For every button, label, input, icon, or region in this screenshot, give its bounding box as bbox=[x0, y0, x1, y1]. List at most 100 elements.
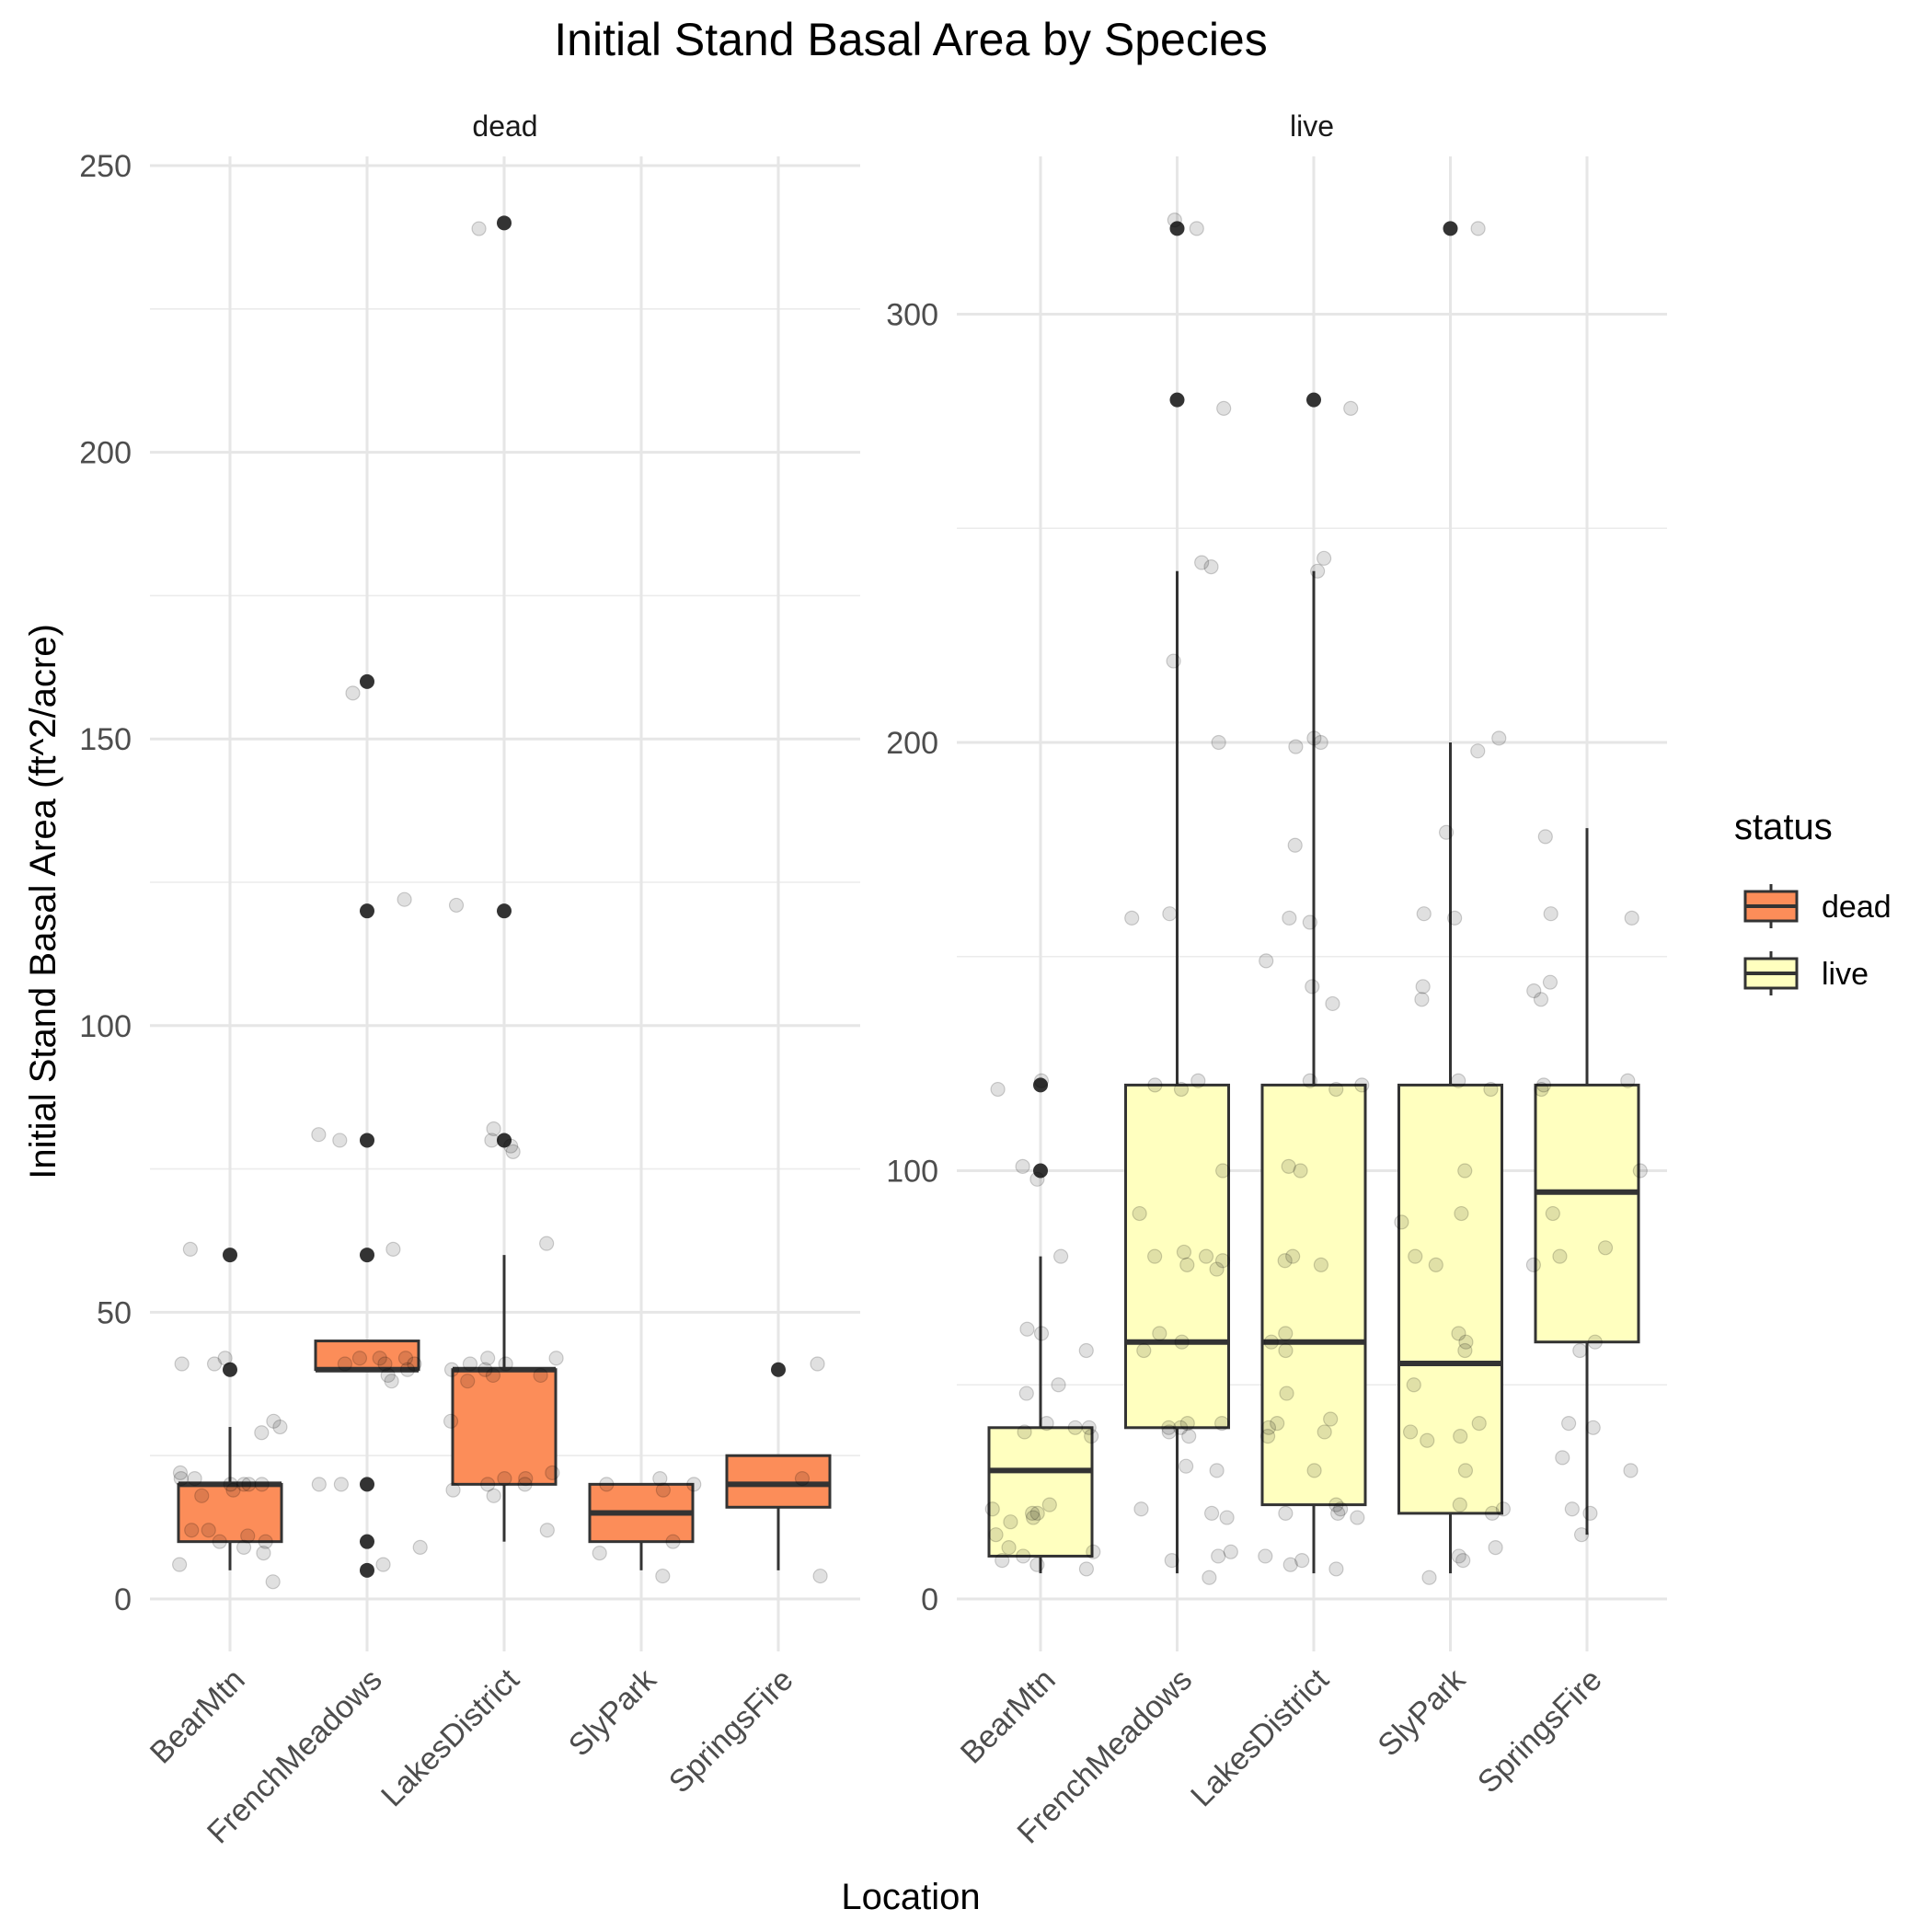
jitter-point bbox=[1471, 1416, 1487, 1432]
jitter-point bbox=[1190, 1073, 1206, 1088]
x-tick-label: SlyPark bbox=[1371, 1662, 1472, 1763]
jitter-point bbox=[480, 1351, 496, 1366]
jitter-point bbox=[1488, 1540, 1503, 1556]
jitter-point bbox=[1041, 1497, 1057, 1512]
jitter-point bbox=[1457, 1463, 1474, 1478]
jitter-point bbox=[1552, 1248, 1568, 1264]
jitter-point bbox=[351, 1351, 368, 1366]
jitter-point bbox=[1278, 1505, 1294, 1522]
jitter-point bbox=[372, 1351, 387, 1366]
outlier-point bbox=[360, 1534, 374, 1549]
jitter-point bbox=[272, 1419, 288, 1435]
jitter-point bbox=[1124, 910, 1140, 926]
box-FrenchMeadows bbox=[1124, 221, 1230, 1574]
box-SpringsFire bbox=[725, 1362, 832, 1570]
jitter-point bbox=[1545, 1205, 1560, 1222]
y-tick-label: 300 bbox=[886, 298, 938, 333]
jitter-point bbox=[1328, 1497, 1344, 1512]
y-tick-label: 100 bbox=[886, 1155, 938, 1190]
box-SpringsFire bbox=[1534, 828, 1640, 1535]
jitter-point bbox=[1415, 979, 1431, 995]
outlier-point bbox=[360, 673, 374, 689]
jitter-point bbox=[399, 1362, 416, 1377]
jitter-point bbox=[486, 1488, 501, 1503]
jitter-point bbox=[385, 1241, 401, 1257]
jitter-point bbox=[1447, 910, 1463, 926]
outlier-point bbox=[360, 1133, 374, 1148]
jitter-point bbox=[599, 1477, 615, 1492]
jitter-point bbox=[533, 1367, 548, 1384]
outlier-point bbox=[360, 1477, 374, 1492]
facet-dead: dead050100150200250BearMtnFrenchMeadowsL… bbox=[79, 109, 860, 1850]
x-tick-label: LakesDistrict bbox=[1184, 1662, 1336, 1813]
jitter-point bbox=[1402, 1424, 1419, 1440]
jitter-point bbox=[1306, 730, 1322, 746]
jitter-point bbox=[503, 1138, 519, 1154]
jitter-point bbox=[652, 1471, 668, 1487]
jitter-point bbox=[240, 1528, 256, 1544]
jitter-point bbox=[1202, 1570, 1217, 1585]
jitter-point bbox=[1325, 995, 1340, 1012]
jitter-point bbox=[1194, 555, 1210, 570]
legend-title: status bbox=[1734, 807, 1833, 847]
y-tick-label: 200 bbox=[79, 436, 132, 471]
jitter-point bbox=[1001, 1540, 1017, 1556]
jitter-point bbox=[1081, 1420, 1097, 1435]
jitter-point bbox=[462, 1356, 478, 1372]
jitter-point bbox=[1483, 1081, 1499, 1098]
jitter-point bbox=[485, 1367, 501, 1384]
jitter-point bbox=[1078, 1561, 1095, 1577]
legend-entry-dead: dead bbox=[1743, 884, 1892, 928]
jitter-point bbox=[1317, 550, 1332, 566]
jitter-point bbox=[1162, 906, 1178, 922]
jitter-point bbox=[1587, 1334, 1603, 1350]
jitter-point bbox=[1582, 1505, 1598, 1522]
x-tick-label: BearMtn bbox=[954, 1662, 1063, 1771]
jitter-point bbox=[1173, 1420, 1189, 1435]
jitter-point bbox=[256, 1546, 271, 1561]
jitter-point bbox=[1174, 1334, 1190, 1350]
jitter-point bbox=[1152, 1326, 1167, 1341]
jitter-point bbox=[201, 1523, 216, 1538]
jitter-point bbox=[655, 1482, 671, 1498]
jitter-point bbox=[1491, 730, 1507, 746]
jitter-point bbox=[1279, 1386, 1294, 1401]
jitter-point bbox=[1452, 1497, 1467, 1512]
jitter-point bbox=[1354, 1077, 1370, 1093]
outlier-point bbox=[497, 215, 512, 231]
jitter-point bbox=[990, 1081, 1006, 1098]
legend-entries: dead live bbox=[1743, 884, 1892, 995]
jitter-point bbox=[1457, 1163, 1473, 1179]
jitter-point bbox=[1343, 400, 1359, 417]
jitter-point bbox=[1535, 1077, 1552, 1093]
x-tick-label: SlyPark bbox=[562, 1662, 663, 1763]
jitter-point bbox=[206, 1356, 223, 1372]
jitter-point bbox=[1161, 1420, 1177, 1435]
jitter-point bbox=[332, 1133, 348, 1148]
jitter-point bbox=[173, 1471, 189, 1487]
jitter-point bbox=[1018, 1386, 1034, 1401]
y-tick-label: 50 bbox=[97, 1295, 132, 1330]
jitter-point bbox=[217, 1351, 233, 1366]
y-tick-label: 150 bbox=[79, 722, 132, 757]
jitter-point bbox=[1136, 1342, 1152, 1359]
jitter-point bbox=[311, 1127, 327, 1143]
jitter-point bbox=[1454, 1205, 1469, 1222]
box-body bbox=[451, 1368, 558, 1486]
jitter-point bbox=[397, 1351, 414, 1366]
jitter-point bbox=[1259, 1429, 1276, 1444]
jitter-point bbox=[407, 1356, 422, 1372]
jitter-point bbox=[1302, 1073, 1317, 1088]
jitter-point bbox=[443, 1362, 460, 1377]
jitter-point bbox=[517, 1477, 533, 1492]
jitter-point bbox=[1067, 1420, 1083, 1435]
jitter-point bbox=[1039, 1416, 1054, 1432]
jitter-point bbox=[236, 1539, 252, 1556]
jitter-point bbox=[311, 1477, 327, 1492]
jitter-point bbox=[988, 1527, 1004, 1543]
jitter-point bbox=[194, 1488, 210, 1503]
y-tick-label: 200 bbox=[886, 726, 938, 761]
box-LakesDistrict bbox=[451, 215, 558, 1542]
jitter-point bbox=[172, 1465, 189, 1480]
jitter-point bbox=[984, 1501, 1000, 1517]
